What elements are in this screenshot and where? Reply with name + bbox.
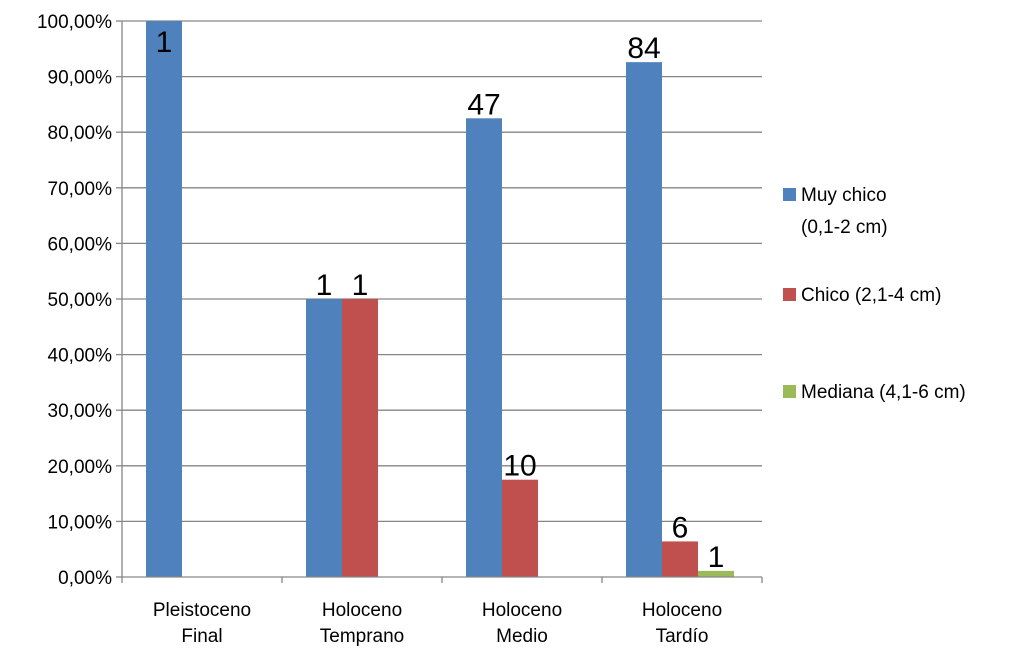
y-tick-label: 50,00%	[48, 290, 113, 311]
legend-swatch	[783, 288, 796, 301]
legend-label: (0,1-2 cm)	[801, 217, 888, 238]
legend-label: Muy chico	[801, 185, 887, 206]
data-label: 47	[467, 88, 500, 121]
data-label: 84	[627, 32, 660, 65]
y-tick-label: 90,00%	[48, 68, 113, 89]
data-label: 1	[316, 269, 333, 302]
bar	[342, 299, 378, 577]
data-label: 1	[708, 541, 725, 574]
x-category-label: Holoceno	[642, 600, 722, 621]
data-label: 1	[156, 26, 173, 59]
legend-entry: Muy chico (0,1-2 cm)	[783, 185, 888, 238]
y-tick-label: 20,00%	[48, 457, 113, 478]
data-label: 1	[352, 269, 369, 302]
x-axis-category-labels: Pleistoceno Final Holoceno Temprano Holoceno…	[153, 600, 722, 647]
legend-swatch	[783, 385, 796, 398]
y-tick-label: 10,00%	[48, 512, 113, 533]
x-category-label: Pleistoceno	[153, 600, 251, 621]
x-category-label: Tardío	[656, 626, 709, 647]
legend-label: Mediana (4,1-6 cm)	[801, 382, 966, 403]
legend-entry: Chico (2,1-4 cm)	[783, 285, 941, 306]
y-tick-label: 70,00%	[48, 179, 113, 200]
bar	[698, 570, 734, 577]
data-label: 6	[672, 511, 689, 544]
bar	[306, 299, 342, 577]
y-tick-label: 40,00%	[48, 346, 113, 367]
bars	[146, 21, 734, 578]
x-category-label: Holoceno	[322, 600, 402, 621]
y-tick-label: 100,00%	[37, 12, 112, 33]
bar	[626, 62, 662, 578]
bar	[466, 118, 502, 578]
legend: Muy chico (0,1-2 cm) Chico (2,1-4 cm) Media…	[783, 185, 966, 403]
x-category-label: Holoceno	[482, 600, 562, 621]
gridlines	[122, 20, 762, 523]
y-tick-label: 0,00%	[58, 568, 112, 589]
x-category-label: Temprano	[320, 626, 405, 647]
axes	[116, 20, 763, 583]
x-category-label: Final	[181, 626, 222, 647]
y-tick-label: 60,00%	[48, 234, 113, 255]
data-label: 10	[503, 450, 536, 483]
legend-entry: Mediana (4,1-6 cm)	[783, 382, 966, 403]
bar	[146, 21, 182, 577]
x-category-label: Medio	[496, 626, 548, 647]
legend-label: Chico (2,1-4 cm)	[801, 285, 941, 306]
y-tick-label: 30,00%	[48, 401, 113, 422]
y-axis-tick-labels: 0,00% 10,00% 20,00% 30,00% 40,00% 50,00% 60,00…	[37, 12, 112, 589]
y-tick-label: 80,00%	[48, 123, 113, 144]
bar	[502, 479, 538, 577]
bar	[662, 541, 698, 577]
legend-swatch	[783, 188, 796, 201]
